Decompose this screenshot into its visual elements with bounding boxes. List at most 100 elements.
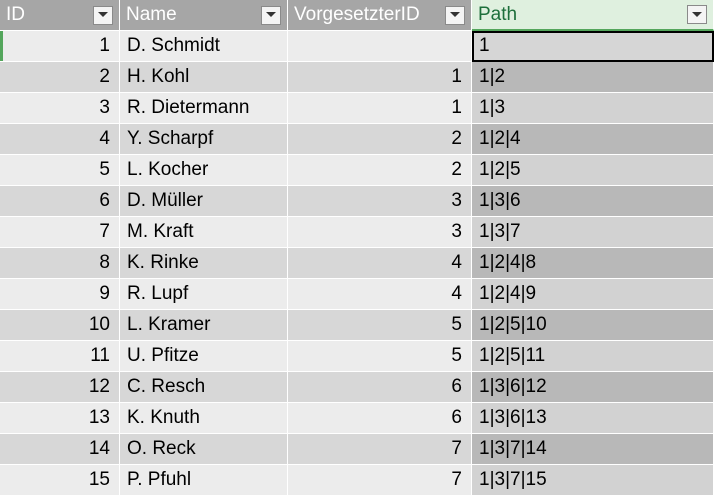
cell-id-value: 13 <box>88 407 110 428</box>
column-header-id[interactable]: ID <box>0 0 120 31</box>
cell-name[interactable]: Y. Scharpf <box>120 124 288 155</box>
cell-path[interactable]: 1|2|5|10 <box>472 310 714 341</box>
cell-path[interactable]: 1|2|4|9 <box>472 279 714 310</box>
filter-dropdown-button[interactable] <box>445 5 465 25</box>
cell-path[interactable]: 1 <box>472 31 714 62</box>
cell-name-value: C. Resch <box>127 376 206 397</box>
cell-vorgesetzterid-value: 6 <box>451 407 462 428</box>
cell-path[interactable]: 1|3|7 <box>472 217 714 248</box>
cell-name[interactable]: K. Rinke <box>120 248 288 279</box>
cell-vorgesetzterid[interactable]: 7 <box>288 434 472 465</box>
chevron-down-icon <box>266 12 276 17</box>
cell-path[interactable]: 1|2|5|11 <box>472 341 714 372</box>
cell-name[interactable]: R. Lupf <box>120 279 288 310</box>
cell-id[interactable]: 15 <box>0 465 120 496</box>
cell-id[interactable]: 12 <box>0 372 120 403</box>
filter-dropdown-button[interactable] <box>93 5 113 25</box>
cell-id-value: 15 <box>88 469 110 490</box>
cell-path[interactable]: 1|2|4|8 <box>472 248 714 279</box>
cell-vorgesetzterid-value: 3 <box>451 190 462 211</box>
cell-id-value: 5 <box>99 159 110 180</box>
column-header-label: VorgesetzterID <box>294 4 420 25</box>
cell-path[interactable]: 1|3|6|12 <box>472 372 714 403</box>
cell-vorgesetzterid-value: 6 <box>451 376 462 397</box>
cell-name[interactable]: D. Schmidt <box>120 31 288 62</box>
cell-vorgesetzterid[interactable]: 6 <box>288 372 472 403</box>
cell-id[interactable]: 9 <box>0 279 120 310</box>
cell-vorgesetzterid[interactable]: 6 <box>288 403 472 434</box>
cell-id[interactable]: 14 <box>0 434 120 465</box>
cell-name-value: M. Kraft <box>127 221 194 242</box>
cell-id-value: 10 <box>88 314 110 335</box>
cell-path-value: 1|2|4 <box>479 128 521 149</box>
cell-vorgesetzterid[interactable]: 3 <box>288 186 472 217</box>
cell-name[interactable]: C. Resch <box>120 372 288 403</box>
cell-vorgesetzterid[interactable]: 2 <box>288 155 472 186</box>
cell-path-value: 1|3|7|15 <box>479 469 547 490</box>
cell-path-value: 1|3|6|13 <box>479 407 547 428</box>
cell-vorgesetzterid[interactable]: 1 <box>288 62 472 93</box>
cell-id-value: 12 <box>88 376 110 397</box>
cell-vorgesetzterid[interactable]: 5 <box>288 310 472 341</box>
cell-vorgesetzterid-value: 2 <box>451 128 462 149</box>
cell-id[interactable]: 7 <box>0 217 120 248</box>
cell-id[interactable]: 1 <box>0 31 120 62</box>
cell-name[interactable]: H. Kohl <box>120 62 288 93</box>
cell-id[interactable]: 3 <box>0 93 120 124</box>
cell-path[interactable]: 1|2|5 <box>472 155 714 186</box>
cell-vorgesetzterid-value: 7 <box>451 469 462 490</box>
cell-name[interactable]: U. Pfitze <box>120 341 288 372</box>
cell-name[interactable]: L. Kocher <box>120 155 288 186</box>
cell-id[interactable]: 5 <box>0 155 120 186</box>
cell-vorgesetzterid[interactable]: 7 <box>288 465 472 496</box>
cell-path-value: 1|2 <box>479 66 506 87</box>
cell-id-value: 4 <box>99 128 110 149</box>
cell-id-value: 7 <box>99 221 110 242</box>
cell-id[interactable]: 11 <box>0 341 120 372</box>
active-row-marker <box>0 31 3 61</box>
cell-id[interactable]: 10 <box>0 310 120 341</box>
cell-name[interactable]: P. Pfuhl <box>120 465 288 496</box>
cell-path[interactable]: 1|3|6 <box>472 186 714 217</box>
cell-path[interactable]: 1|3|7|14 <box>472 434 714 465</box>
cell-id-value: 14 <box>88 438 110 459</box>
cell-id[interactable]: 8 <box>0 248 120 279</box>
cell-vorgesetzterid-value: 5 <box>451 314 462 335</box>
filter-dropdown-button[interactable] <box>687 5 707 24</box>
cell-path-value: 1 <box>479 35 490 56</box>
cell-vorgesetzterid[interactable]: 5 <box>288 341 472 372</box>
column-header-vorgesetzterid[interactable]: VorgesetzterID <box>288 0 472 31</box>
cell-vorgesetzterid[interactable]: 3 <box>288 217 472 248</box>
cell-path[interactable]: 1|2 <box>472 62 714 93</box>
cell-id-value: 3 <box>99 97 110 118</box>
cell-vorgesetzterid-value: 4 <box>451 283 462 304</box>
cell-path[interactable]: 1|2|4 <box>472 124 714 155</box>
cell-id[interactable]: 6 <box>0 186 120 217</box>
cell-vorgesetzterid[interactable]: 4 <box>288 248 472 279</box>
cell-vorgesetzterid[interactable]: 2 <box>288 124 472 155</box>
cell-name[interactable]: K. Knuth <box>120 403 288 434</box>
cell-name[interactable]: O. Reck <box>120 434 288 465</box>
cell-vorgesetzterid[interactable]: 1 <box>288 93 472 124</box>
cell-name[interactable]: D. Müller <box>120 186 288 217</box>
filter-dropdown-button[interactable] <box>261 5 281 25</box>
cell-path[interactable]: 1|3 <box>472 93 714 124</box>
cell-name-value: D. Schmidt <box>127 35 220 56</box>
cell-path[interactable]: 1|3|7|15 <box>472 465 714 496</box>
cell-name[interactable]: R. Dietermann <box>120 93 288 124</box>
cell-name[interactable]: L. Kramer <box>120 310 288 341</box>
cell-name[interactable]: M. Kraft <box>120 217 288 248</box>
cell-id[interactable]: 2 <box>0 62 120 93</box>
cell-path[interactable]: 1|3|6|13 <box>472 403 714 434</box>
cell-id[interactable]: 4 <box>0 124 120 155</box>
cell-id-value: 9 <box>99 283 110 304</box>
cell-name-value: L. Kramer <box>127 314 211 335</box>
cell-id-value: 1 <box>99 35 110 56</box>
column-header-path[interactable]: Path <box>472 0 714 31</box>
cell-name-value: R. Lupf <box>127 283 189 304</box>
column-header-name[interactable]: Name <box>120 0 288 31</box>
cell-vorgesetzterid[interactable] <box>288 31 472 62</box>
cell-vorgesetzterid[interactable]: 4 <box>288 279 472 310</box>
cell-id[interactable]: 13 <box>0 403 120 434</box>
